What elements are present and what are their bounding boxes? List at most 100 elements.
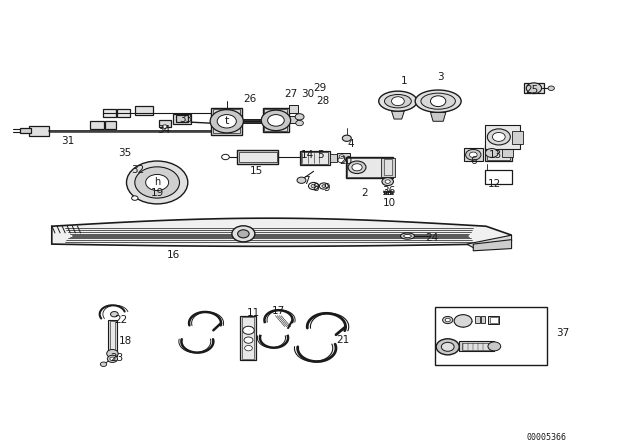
Circle shape <box>466 150 481 160</box>
Text: 5: 5 <box>317 150 323 160</box>
Circle shape <box>217 115 236 128</box>
Circle shape <box>295 114 304 120</box>
Circle shape <box>339 155 344 158</box>
Circle shape <box>443 316 453 323</box>
Text: 1: 1 <box>401 76 408 86</box>
Text: 13: 13 <box>489 150 502 160</box>
Bar <box>524 83 543 93</box>
Circle shape <box>526 83 541 94</box>
Polygon shape <box>431 112 446 121</box>
Circle shape <box>243 326 254 334</box>
Bar <box>460 341 494 351</box>
Text: 33: 33 <box>179 114 193 124</box>
Text: 17: 17 <box>272 306 285 316</box>
Bar <box>511 131 523 144</box>
Text: 6: 6 <box>470 156 477 167</box>
Circle shape <box>108 355 118 362</box>
Text: 18: 18 <box>119 336 132 346</box>
Circle shape <box>436 339 460 355</box>
Circle shape <box>244 345 252 351</box>
Circle shape <box>163 125 168 129</box>
Bar <box>117 109 130 117</box>
Text: 15: 15 <box>250 166 263 177</box>
Circle shape <box>492 133 505 142</box>
Circle shape <box>485 149 498 157</box>
Circle shape <box>338 157 346 163</box>
Bar <box>464 148 483 161</box>
Bar <box>110 321 115 354</box>
Text: 10: 10 <box>383 198 396 207</box>
Text: 22: 22 <box>115 315 127 325</box>
Bar <box>488 316 499 324</box>
Circle shape <box>232 226 255 242</box>
Bar <box>301 152 328 164</box>
Circle shape <box>348 161 366 173</box>
Text: 25: 25 <box>525 85 539 95</box>
Text: 23: 23 <box>111 353 124 363</box>
Circle shape <box>261 110 291 131</box>
Bar <box>435 306 547 365</box>
Bar <box>105 121 116 129</box>
Circle shape <box>352 164 362 171</box>
Bar <box>289 116 297 123</box>
Circle shape <box>445 318 451 322</box>
Bar <box>103 109 116 117</box>
Text: 7: 7 <box>303 176 309 185</box>
Bar <box>490 317 497 323</box>
Bar <box>211 108 242 135</box>
Bar <box>237 151 278 164</box>
Text: 16: 16 <box>166 250 180 260</box>
Ellipse shape <box>404 234 412 237</box>
Text: 19: 19 <box>150 188 164 198</box>
Bar <box>108 320 117 356</box>
Text: 9: 9 <box>323 183 330 193</box>
Circle shape <box>111 311 118 317</box>
Text: 11: 11 <box>246 308 260 319</box>
Bar <box>240 315 256 360</box>
Circle shape <box>442 342 454 351</box>
Text: 14: 14 <box>301 150 314 160</box>
Bar <box>502 148 513 157</box>
Circle shape <box>100 362 107 366</box>
Bar <box>484 145 511 161</box>
Text: 20: 20 <box>339 156 352 167</box>
Bar <box>348 158 392 177</box>
Circle shape <box>487 129 510 145</box>
Text: 21: 21 <box>336 335 349 345</box>
Circle shape <box>221 154 229 159</box>
Bar <box>289 105 298 113</box>
Text: 24: 24 <box>426 233 438 243</box>
Bar <box>29 126 49 136</box>
Text: 4: 4 <box>348 138 354 149</box>
Ellipse shape <box>379 91 417 111</box>
Ellipse shape <box>385 95 412 108</box>
Bar <box>176 115 188 122</box>
Circle shape <box>308 182 319 190</box>
Circle shape <box>268 115 284 126</box>
Circle shape <box>127 161 188 204</box>
Circle shape <box>548 86 554 90</box>
Circle shape <box>132 196 138 200</box>
Bar <box>384 159 392 175</box>
Text: 00005366: 00005366 <box>527 433 566 442</box>
Text: 29: 29 <box>314 83 326 93</box>
Text: t: t <box>225 116 229 126</box>
Bar <box>20 128 31 134</box>
Circle shape <box>296 121 303 126</box>
Circle shape <box>454 314 472 327</box>
Text: 37: 37 <box>556 328 570 338</box>
Ellipse shape <box>401 233 415 239</box>
Circle shape <box>469 152 477 157</box>
Circle shape <box>244 337 253 343</box>
Bar <box>300 151 330 165</box>
Bar <box>346 156 394 178</box>
Text: 26: 26 <box>243 94 257 104</box>
Circle shape <box>382 177 394 185</box>
Bar <box>474 316 479 323</box>
Bar <box>337 153 350 160</box>
Ellipse shape <box>415 90 461 112</box>
Text: 27: 27 <box>285 90 298 99</box>
Bar <box>264 109 287 131</box>
Circle shape <box>322 185 326 187</box>
Polygon shape <box>467 235 511 248</box>
